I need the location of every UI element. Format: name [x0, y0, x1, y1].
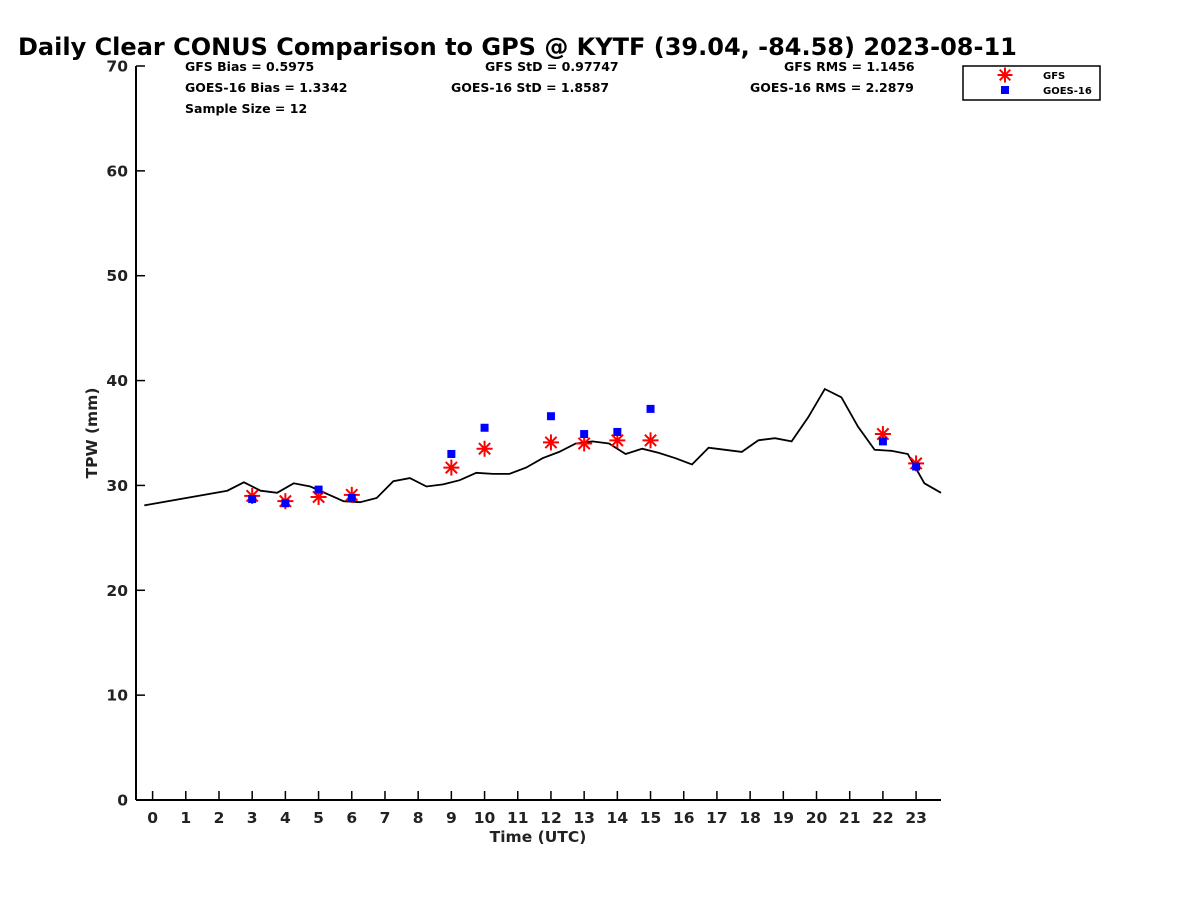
- y-tick-label: 0: [117, 792, 128, 810]
- y-tick-label: 10: [106, 687, 128, 705]
- y-tick-label: 30: [106, 477, 128, 495]
- stats-block: GFS Bias = 0.5975 GOES-16 Bias = 1.3342 …: [185, 59, 915, 116]
- x-tick-label: 2: [214, 809, 225, 827]
- y-tick-label: 50: [106, 267, 128, 285]
- x-tick-label: 14: [607, 809, 629, 827]
- x-tick-label: 9: [446, 809, 457, 827]
- goes-point: [480, 423, 489, 432]
- legend: GFS GOES-16: [962, 65, 1101, 101]
- goes-point: [248, 495, 257, 504]
- goes-point: [580, 430, 589, 439]
- y-tick-label: 20: [106, 582, 128, 600]
- legend-gfs-asterisk: [997, 67, 1013, 83]
- legend-gfs-label: GFS: [1043, 71, 1065, 82]
- x-tick-label: 13: [573, 809, 595, 827]
- x-tick-label: 8: [413, 809, 424, 827]
- x-tick-label: 21: [839, 809, 861, 827]
- goes-point: [314, 485, 323, 494]
- stat-gfs-rms: GFS RMS = 1.1456: [784, 59, 915, 74]
- x-tick-label: 19: [773, 809, 795, 827]
- stat-goes-std: GOES-16 StD = 1.8587: [451, 80, 609, 95]
- y-tick-label: 40: [106, 372, 128, 390]
- y-axis-label: TPW (mm): [83, 388, 101, 479]
- chart-title: Daily Clear CONUS Comparison to GPS @ KY…: [18, 33, 1017, 61]
- gfs-point: [542, 434, 559, 451]
- goes-point: [347, 494, 356, 503]
- x-tick-label: 10: [474, 809, 496, 827]
- x-tick-label: 11: [507, 809, 529, 827]
- x-tick-label: 20: [806, 809, 828, 827]
- x-tick-label: 7: [380, 809, 391, 827]
- goes-point: [878, 437, 887, 446]
- goes-point: [546, 412, 555, 421]
- stat-goes-bias: GOES-16 Bias = 1.3342: [185, 80, 347, 95]
- x-tick-label: 17: [706, 809, 728, 827]
- x-axis-label: Time (UTC): [490, 828, 587, 846]
- y-tick-label: 70: [106, 58, 128, 76]
- x-tick-label: 1: [180, 809, 191, 827]
- legend-gfs-marker: [997, 67, 1013, 83]
- stat-gfs-std: GFS StD = 0.97747: [485, 59, 619, 74]
- x-tick-label: 0: [147, 809, 158, 827]
- stat-gfs-bias: GFS Bias = 0.5975: [185, 59, 314, 74]
- x-tick-label: 4: [280, 809, 291, 827]
- legend-box: [962, 65, 1101, 101]
- stat-goes-rms: GOES-16 RMS = 2.2879: [750, 80, 914, 95]
- gps-series-line: [144, 387, 942, 507]
- legend-goes-marker: [1001, 86, 1009, 94]
- goes-point: [613, 427, 622, 436]
- x-tick-label: 15: [640, 809, 662, 827]
- goes-point: [912, 462, 921, 471]
- goes-point: [447, 449, 456, 458]
- gfs-point: [576, 435, 593, 452]
- y-tick-label: 60: [106, 162, 128, 180]
- x-tick-label: 12: [540, 809, 562, 827]
- x-tick-label: 23: [905, 809, 927, 827]
- legend-goes-label: GOES-16: [1043, 86, 1092, 97]
- x-tick-label: 3: [247, 809, 258, 827]
- goes-point: [646, 404, 655, 413]
- x-tick-label: 6: [346, 809, 357, 827]
- x-tick-label: 5: [313, 809, 324, 827]
- goes-point: [281, 499, 290, 508]
- gfs-point: [476, 440, 493, 457]
- x-tick-label: 18: [739, 809, 761, 827]
- x-tick-label: 16: [673, 809, 695, 827]
- stat-sample-size: Sample Size = 12: [185, 101, 307, 116]
- x-tick-label: 22: [872, 809, 894, 827]
- gfs-point: [642, 432, 659, 449]
- gfs-point: [443, 459, 460, 476]
